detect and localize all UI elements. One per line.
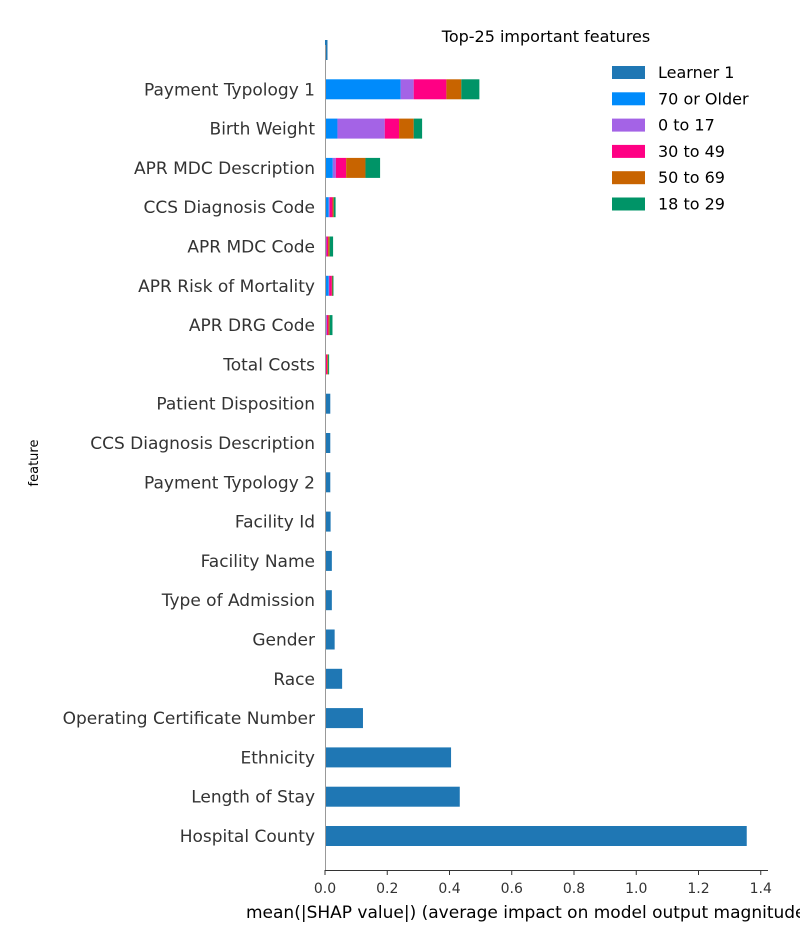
bar-payment-typology-2-learner-1: [325, 472, 331, 493]
bar-apr-risk-of-mortality-18-to-29: [332, 275, 334, 296]
bar-apr-mdc-code-50-to-69: [328, 236, 330, 257]
bar-apr-risk-of-mortality-50-to-69: [331, 275, 333, 296]
y-tick-label: Hospital County: [180, 827, 315, 847]
legend-label: 70 or Older: [658, 89, 749, 108]
bar-total-costs-18-to-29: [328, 354, 330, 375]
legend-label: 50 to 69: [658, 168, 725, 187]
bar-ethnicity-learner-1: [325, 747, 452, 768]
y-tick-labels: Payment Typology 1 Birth Weight APR MDC De…: [63, 80, 316, 847]
y-tick-label: Operating Certificate Number: [63, 709, 315, 729]
bar-apr-risk-of-mortality-30-to-49: [329, 275, 332, 296]
x-ticks: 0.0 0.2 0.4 0.6 0.8 1.0 1.2 1.4: [314, 870, 772, 897]
x-tick-label: 1.2: [687, 881, 709, 897]
bar-apr-mdc-code-30-to-49: [326, 236, 329, 257]
y-tick-label: Facility Id: [235, 513, 315, 533]
bar-apr-drg-code-0-to-17: [326, 315, 328, 336]
bar-payment-typology-1-30-to-49: [413, 79, 447, 100]
bar-race-learner-1: [325, 668, 343, 689]
x-tick-label: 1.0: [625, 881, 647, 897]
bar-ccs-diagnosis-code-50-to-69: [332, 197, 334, 218]
legend-swatch: [612, 144, 645, 158]
x-tick-label: 0.4: [438, 881, 460, 897]
legend-label: 18 to 29: [658, 195, 725, 214]
x-tick-label: 0.6: [501, 881, 523, 897]
bar-apr-mdc-description-50-to-69: [346, 157, 366, 178]
y-tick-label: Facility Name: [201, 552, 315, 572]
bar-apr-mdc-description-70-or-older: [325, 157, 333, 178]
bar-gender-learner-1: [325, 629, 335, 650]
legend-swatch: [612, 171, 645, 185]
bar-type-of-admission-learner-1: [325, 590, 332, 611]
x-tick-label: 0.0: [314, 881, 336, 897]
x-tick-label: 0.2: [376, 881, 398, 897]
bar-birth-weight-30-to-49: [384, 118, 400, 139]
bar-hospital-county-learner-1: [325, 826, 747, 846]
legend-swatch: [612, 66, 645, 79]
y-tick-label: Payment Typology 2: [144, 473, 315, 493]
bar-ccs-diagnosis-code-18-to-29: [333, 197, 336, 218]
x-axis-title: mean(|SHAP value|) (average impact on mo…: [246, 903, 800, 923]
bar-payment-typology-1-18-to-29: [461, 79, 480, 100]
y-tick-label: Birth Weight: [210, 120, 316, 140]
bar-apr-risk-of-mortality-70-or-older: [325, 275, 329, 296]
y-axis-title: feature: [27, 440, 42, 487]
bar-patient-disposition-learner-1: [325, 393, 331, 414]
bar-facility-id-learner-1: [325, 511, 331, 532]
bars-group: [325, 40, 747, 846]
legend-swatch: [612, 197, 645, 211]
bar-apr-drg-code-50-to-69: [328, 315, 330, 336]
bar-apr-drg-code-18-to-29: [329, 315, 333, 336]
y-tick-label: CCS Diagnosis Code: [144, 198, 316, 218]
y-tick-label: APR MDC Description: [134, 159, 315, 179]
bar-operating-certificate-number-learner-1: [325, 708, 363, 729]
y-tick-label: Length of Stay: [191, 788, 315, 808]
bar-ccs-diagnosis-description-learner-1: [325, 433, 331, 453]
bar-birth-weight-50-to-69: [399, 118, 414, 139]
bar-apr-mdc-description-30-to-49: [335, 157, 347, 178]
y-tick-label: Patient Disposition: [156, 395, 315, 415]
bar-payment-typology-1-50-to-69: [446, 79, 462, 100]
bar-facility-name-learner-1: [325, 550, 332, 571]
legend-swatch: [612, 118, 645, 132]
y-tick-label: Total Costs: [222, 355, 315, 375]
legend-swatch: [612, 92, 645, 106]
y-tick-label: Race: [273, 670, 315, 690]
bar-payment-typology-1-70-or-older: [325, 79, 401, 100]
bar-ccs-diagnosis-code-30-to-49: [329, 197, 333, 218]
legend-label: Learner 1: [658, 63, 734, 82]
bar-payment-typology-1-0-to-17: [400, 79, 414, 100]
bar-ccs-diagnosis-code-70-or-older: [325, 197, 329, 218]
legend-label: 0 to 17: [658, 116, 715, 135]
y-tick-label: Ethnicity: [241, 748, 315, 768]
bar-apr-mdc-code-0-to-17: [325, 236, 327, 257]
bar-length-of-stay-learner-1: [325, 786, 460, 807]
bar-birth-weight-70-or-older: [325, 118, 338, 139]
y-tick-label: Type of Admission: [161, 591, 315, 611]
y-tick-label: Gender: [252, 631, 315, 651]
bar-birth-weight-18-to-29: [413, 118, 423, 139]
bar-unlabeled-learner-1: [325, 40, 328, 60]
legend-label: 30 to 49: [658, 142, 725, 161]
y-tick-label: Payment Typology 1: [144, 80, 315, 100]
bar-apr-mdc-description-0-to-17: [332, 157, 336, 178]
legend: Learner 1 70 or Older 0 to 17 30 to 49 50 to…: [612, 63, 749, 214]
bar-apr-drg-code-30-to-49: [326, 315, 329, 336]
bar-apr-mdc-code-18-to-29: [329, 236, 334, 257]
bar-apr-mdc-description-18-to-29: [365, 157, 381, 178]
y-tick-label: APR MDC Code: [187, 238, 315, 258]
chart-title: Top-25 important features: [441, 27, 650, 46]
x-tick-label: 0.8: [563, 881, 585, 897]
y-tick-label: APR DRG Code: [189, 316, 315, 336]
bar-total-costs-50-to-69: [327, 354, 329, 375]
bar-ccs-diagnosis-code-0-to-17: [328, 197, 330, 218]
bar-birth-weight-0-to-17: [337, 118, 385, 139]
x-tick-label: 1.4: [750, 881, 772, 897]
y-tick-label: APR Risk of Mortality: [138, 277, 315, 297]
y-tick-label: CCS Diagnosis Description: [90, 434, 315, 454]
bar-total-costs-30-to-49: [325, 354, 328, 375]
bar-apr-risk-of-mortality-0-to-17: [328, 275, 330, 296]
